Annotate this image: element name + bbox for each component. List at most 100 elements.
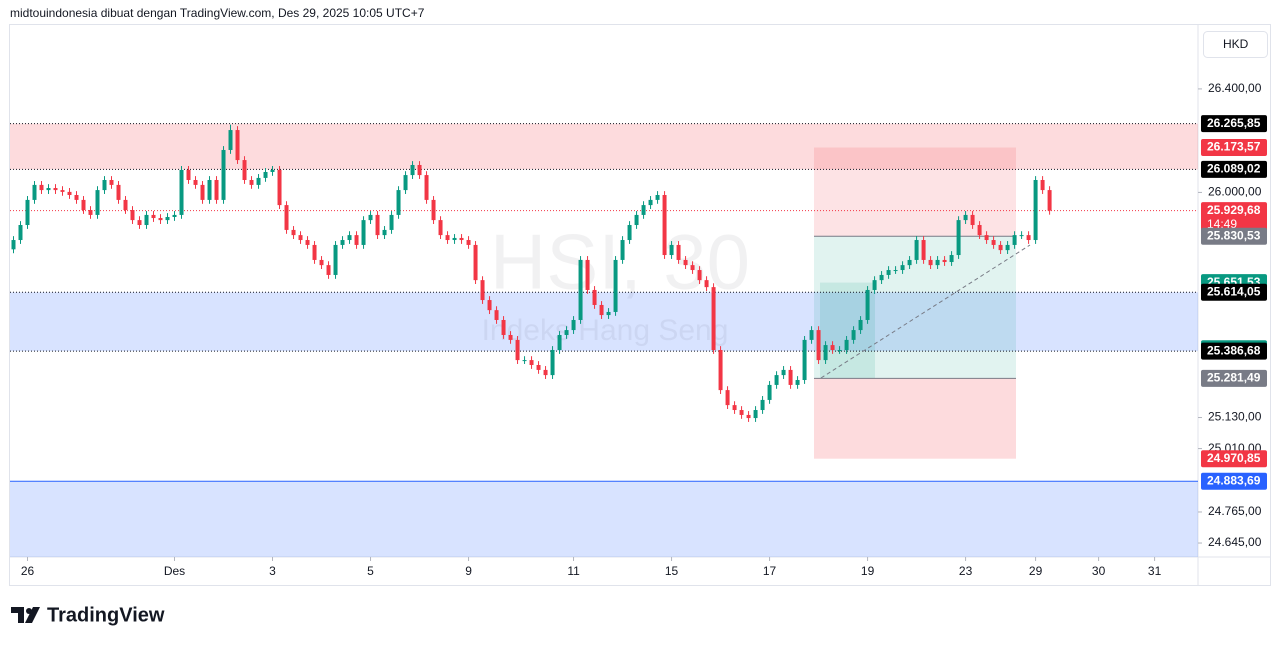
x-tick-label: Des <box>164 564 185 578</box>
candle-body <box>837 349 842 351</box>
zones <box>10 123 1198 557</box>
currency-button[interactable] <box>1203 31 1268 58</box>
candle-body <box>550 349 555 376</box>
candle-body <box>53 188 58 191</box>
price-label: 26.265,85 <box>1207 116 1261 130</box>
candle-body <box>515 339 520 361</box>
candle-body <box>137 220 142 226</box>
candle-body <box>732 405 737 411</box>
candle-body <box>935 259 940 266</box>
candle-body <box>543 369 548 376</box>
candle-body <box>844 339 849 350</box>
price-label: 25.614,05 <box>1207 284 1261 298</box>
candle-body <box>326 265 331 275</box>
candle-body <box>704 280 709 288</box>
x-tick-label: 17 <box>763 564 777 578</box>
price-label-box <box>1201 342 1267 360</box>
y-tick-label: 26.000,00 <box>1208 185 1262 199</box>
candle-body <box>109 179 114 185</box>
candle-body <box>151 214 156 219</box>
candle-body <box>18 225 23 241</box>
trend-line <box>820 244 1031 379</box>
candle-body <box>67 191 72 196</box>
candle-body <box>928 259 933 266</box>
candle-body <box>291 229 296 236</box>
candle-body <box>921 240 926 260</box>
candle-body <box>123 199 128 211</box>
candle-body <box>676 244 681 260</box>
currency: HKD <box>1223 37 1249 51</box>
candle-body <box>445 235 450 241</box>
candle-body <box>718 349 723 391</box>
y-tick-label: 25.130,00 <box>1208 410 1262 424</box>
candle-body <box>648 199 653 206</box>
x-tick-label: 30 <box>1092 564 1106 578</box>
candle-body <box>536 365 541 370</box>
candle-body <box>865 289 870 320</box>
frame <box>9 24 1271 586</box>
candle-body <box>480 280 485 301</box>
logo-icon <box>11 607 40 623</box>
candle-body <box>942 259 947 263</box>
candle-body <box>81 199 86 211</box>
price-label-box <box>1201 227 1267 245</box>
price-label-box <box>1201 369 1267 387</box>
candle-body <box>802 339 807 381</box>
candle-body <box>851 330 856 340</box>
candle-body <box>473 244 478 281</box>
candles <box>11 124 1052 422</box>
price-label-box <box>1201 160 1267 178</box>
candle-body <box>1047 190 1052 211</box>
candle-body <box>753 410 758 419</box>
candle-body <box>60 190 65 192</box>
support-zone <box>10 481 1198 557</box>
candle-body <box>984 235 989 241</box>
price-label-box <box>1201 450 1267 468</box>
candle-body <box>501 319 506 335</box>
candle-body <box>221 149 226 200</box>
candle-body <box>354 235 359 245</box>
candle-body <box>235 130 240 161</box>
x-tick-label: 29 <box>1029 564 1043 578</box>
price-label: 25.386,68 <box>1207 343 1261 357</box>
logo-shape <box>11 607 24 623</box>
candle-body <box>333 244 338 275</box>
y-tick-label: 24.765,00 <box>1208 504 1262 518</box>
candle-body <box>130 210 135 221</box>
candle-body <box>578 259 583 320</box>
candle-body <box>228 130 233 150</box>
x-tick-label: 19 <box>861 564 875 578</box>
candle-body <box>466 240 471 245</box>
candle-body <box>95 190 100 215</box>
candle-body <box>914 240 919 260</box>
candle-body <box>662 195 667 256</box>
price-label-box <box>1201 139 1267 157</box>
candle-body <box>592 289 597 305</box>
candle-body <box>1005 244 1010 251</box>
watermark-symbol: HSI, 30 <box>490 218 750 306</box>
candle-body <box>858 319 863 331</box>
countdown: 14:49 <box>1207 217 1237 231</box>
candle-body <box>991 240 996 245</box>
candle-body <box>585 259 590 290</box>
candle-body <box>977 225 982 236</box>
x-tick-label: 31 <box>1148 564 1162 578</box>
candle-body <box>375 214 380 236</box>
candle-body <box>312 244 317 260</box>
candle-body <box>872 280 877 290</box>
candle-body <box>438 220 443 236</box>
candle-body <box>424 175 429 200</box>
candle-body <box>725 390 730 406</box>
candle-body <box>242 160 247 180</box>
header: midtouindonesia dibuat dengan TradingVie… <box>10 6 425 20</box>
candle-body <box>340 240 345 245</box>
candle-body <box>697 270 702 281</box>
candle-body <box>452 237 457 241</box>
candle-body <box>319 259 324 266</box>
candle-body <box>32 184 37 200</box>
candle-body <box>620 240 625 260</box>
candle-body <box>305 240 310 245</box>
y-tick-label: 26.400,00 <box>1208 81 1262 95</box>
y-tick-label: 24.645,00 <box>1208 535 1262 549</box>
